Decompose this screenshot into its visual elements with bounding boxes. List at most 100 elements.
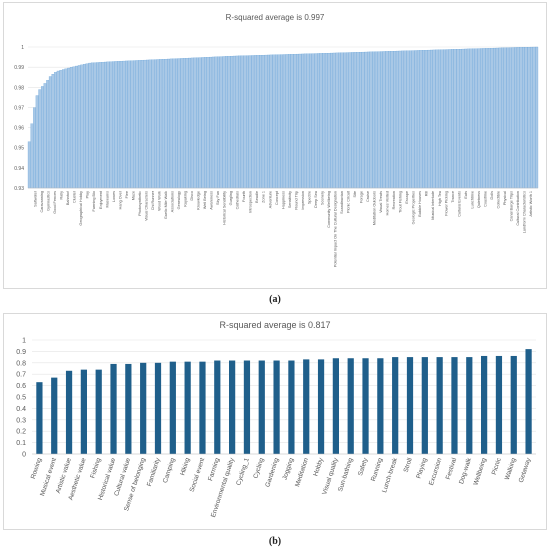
chart-a-bar: [190, 57, 194, 189]
chart-a-bar: [474, 48, 478, 189]
chart-a-bar: [156, 59, 160, 189]
chart-a-bar: [508, 47, 512, 189]
chart-a-title: R-squared average is 0.997: [226, 13, 325, 22]
chart-a-xtick-label: Bubble Houses: [418, 191, 422, 217]
chart-a-bar: [498, 47, 502, 189]
chart-b-xtick-label: Lunch-break: [381, 456, 399, 493]
chart-a-bar: [117, 61, 121, 189]
chart-a-xtick-label: Deep Sea: [314, 190, 318, 208]
chart-b-bar: [258, 360, 265, 454]
chart-a-bar: [41, 86, 44, 189]
chart-a-bar: [62, 69, 65, 189]
chart-a-bar: [248, 55, 252, 189]
chart-a-xtick-label: Wood Work: [157, 191, 161, 211]
chart-a-panel: R-squared average is 0.997 0.93 0.94 0.95 0.…: [3, 2, 547, 289]
chart-a-bar: [393, 51, 397, 189]
chart-a-xtick-label: Photosynthetic: [138, 191, 142, 216]
chart-a-xtick-label: Spectre: [307, 191, 311, 204]
chart-a-bar: [487, 48, 491, 189]
chart-a-svg: R-squared average is 0.997 0.93 0.94 0.95 0.…: [14, 13, 539, 267]
chart-a-bar: [148, 59, 152, 189]
chart-a-xtick-label: Sensitivity: [288, 191, 292, 208]
chart-a-xtick-label: Gaelic Mile Walk: [164, 191, 168, 219]
chart-b-xtick-label: Jogging: [282, 457, 296, 481]
chart-a-bar: [67, 67, 71, 189]
chart-b-bar: [406, 357, 414, 454]
chart-a-ytick-label: 0.99: [14, 65, 24, 71]
chart-a-bar: [340, 52, 344, 189]
chart-a-bar: [361, 51, 365, 189]
chart-b-title: R-squared average is 0.817: [219, 320, 330, 330]
chart-a-bar: [267, 54, 270, 189]
chart-a-bar: [411, 50, 415, 189]
chart-a-bar: [188, 57, 192, 189]
chart-a-bar: [217, 56, 221, 189]
chart-b-xtick-label: Meditation: [294, 457, 310, 488]
chart-b-ytick-label: 0.8: [16, 360, 26, 367]
chart-a-bar: [398, 50, 402, 189]
chart-a-xtick-label: Dolls: [490, 191, 494, 200]
chart-a-bar: [490, 48, 494, 189]
chart-b-panel: R-squared average is 0.817 0 0.1 0.2 0.3 0.4 0…: [3, 313, 547, 530]
chart-a-xtick-label: Trout Fishing: [399, 191, 403, 213]
chart-a-ytick-label: 0.96: [14, 126, 24, 132]
chart-a-bar: [356, 52, 360, 189]
chart-a-xtick-label: Visual Characters: [144, 191, 148, 221]
chart-a-xtick-label: Cluster: [73, 190, 77, 203]
chart-a-bar: [232, 55, 236, 189]
chart-b-xtick-label: Getaway: [518, 456, 533, 483]
chart-a-xtick-label: Forage: [360, 191, 364, 203]
chart-a-bar: [185, 58, 189, 189]
chart-a-bar: [351, 52, 355, 189]
chart-a-bar: [532, 46, 536, 189]
chart-a-bar: [209, 56, 213, 189]
chart-b-xtick-label: Gardening: [264, 457, 280, 488]
chart-a-bar: [274, 54, 278, 189]
chart-b-ytick-label: 0.4: [16, 406, 26, 413]
chart-a-bar: [359, 52, 362, 189]
chart-a-bar: [332, 52, 336, 189]
chart-a-xtick-label: Rally: [60, 191, 64, 200]
chart-a-bar: [114, 61, 118, 189]
chart-a-bar: [240, 55, 244, 189]
chart-a-bar: [51, 74, 55, 189]
chart-b-xtick-label: Walking: [504, 457, 518, 481]
chart-a-xtick-label: Disco: [190, 191, 194, 201]
chart-a-bar: [290, 54, 294, 189]
chart-a-bar: [193, 57, 197, 189]
chart-a-bar: [285, 54, 289, 189]
chart-a-bar: [382, 51, 386, 189]
chart-a-bar: [135, 60, 139, 189]
chart-a-bar: [440, 49, 444, 189]
chart-a-bar: [322, 53, 326, 189]
chart-b-bar: [495, 355, 503, 454]
chart-b-bar: [436, 357, 443, 454]
chart-a-bar: [169, 58, 173, 189]
chart-a-bar: [451, 49, 455, 189]
chart-a-xtick-label: Introspection: [249, 191, 253, 213]
chart-a-xtick-label: Quietness: [477, 191, 481, 208]
chart-b-bar: [421, 357, 428, 454]
chart-a-bar: [403, 50, 407, 189]
chart-a-bar: [93, 62, 97, 189]
chart-b-bar: [362, 358, 369, 454]
chart-b-bar: [154, 362, 162, 454]
chart-a-bar: [161, 59, 165, 189]
chart-a-bar: [235, 55, 239, 189]
chart-a-bar: [48, 76, 52, 189]
chart-a-xtick-label: Cultural Contribution: [516, 191, 520, 226]
chart-a-bar: [435, 49, 439, 189]
chart-b-bar: [125, 363, 132, 454]
chart-a-xtick-label: Collectible: [496, 191, 500, 209]
chart-a-bar: [448, 49, 452, 189]
chart-a-bar: [464, 48, 468, 189]
chart-a-bar: [280, 54, 284, 189]
chart-a-bar: [264, 54, 268, 189]
chart-a-bar: [335, 52, 339, 189]
chart-b-bar: [169, 361, 176, 454]
chart-b-ytick-label: 0.3: [16, 417, 26, 424]
chart-a-bar: [437, 49, 441, 189]
chart-a-xtick-label: Genealogy: [177, 191, 181, 209]
chart-a-bar: [345, 52, 349, 189]
chart-a-bar: [301, 53, 305, 189]
